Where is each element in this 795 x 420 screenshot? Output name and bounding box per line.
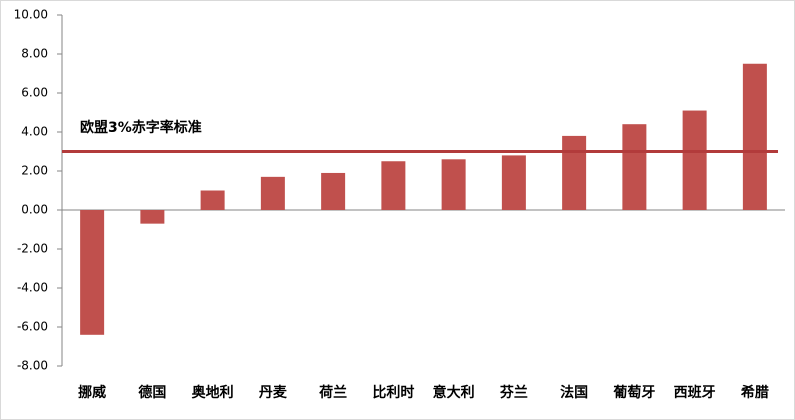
y-tick-label: -4.00 — [17, 281, 48, 295]
bar — [742, 63, 767, 210]
x-tick-label: 丹麦 — [259, 384, 288, 401]
bar — [381, 161, 406, 210]
y-tick-label: 0.00 — [21, 203, 48, 217]
y-tick-label: 10.00 — [14, 8, 48, 22]
x-tick-label: 比利时 — [372, 384, 414, 401]
y-tick-label: 4.00 — [21, 125, 48, 139]
bar — [562, 135, 587, 210]
x-tick-label: 西班牙 — [674, 384, 716, 401]
x-tick-label: 希腊 — [741, 384, 769, 401]
y-tick-label: -2.00 — [17, 242, 48, 256]
bar — [140, 210, 165, 224]
bar — [200, 190, 225, 210]
y-tick-label: 8.00 — [21, 47, 48, 61]
y-tick-label: 2.00 — [21, 164, 48, 178]
bar — [321, 172, 346, 210]
bar — [501, 155, 526, 210]
x-tick-label: 奥地利 — [192, 384, 234, 401]
bar — [260, 176, 285, 210]
x-tick-label: 德国 — [138, 384, 166, 401]
bar — [80, 210, 105, 335]
x-tick-label: 芬兰 — [499, 384, 528, 401]
x-tick-label: 法国 — [560, 384, 588, 401]
y-tick-label: 6.00 — [21, 86, 48, 100]
y-tick-label: -6.00 — [17, 320, 48, 334]
x-tick-label: 荷兰 — [318, 384, 347, 401]
x-tick-label: 挪威 — [78, 384, 106, 401]
x-tick-label: 葡萄牙 — [612, 384, 655, 401]
bar — [622, 124, 647, 210]
reference-label: 欧盟3%赤字率标准 — [80, 119, 202, 136]
x-tick-label: 意大利 — [433, 384, 475, 401]
bar — [682, 110, 707, 210]
bar — [441, 159, 466, 210]
y-tick-label: -8.00 — [17, 359, 48, 373]
